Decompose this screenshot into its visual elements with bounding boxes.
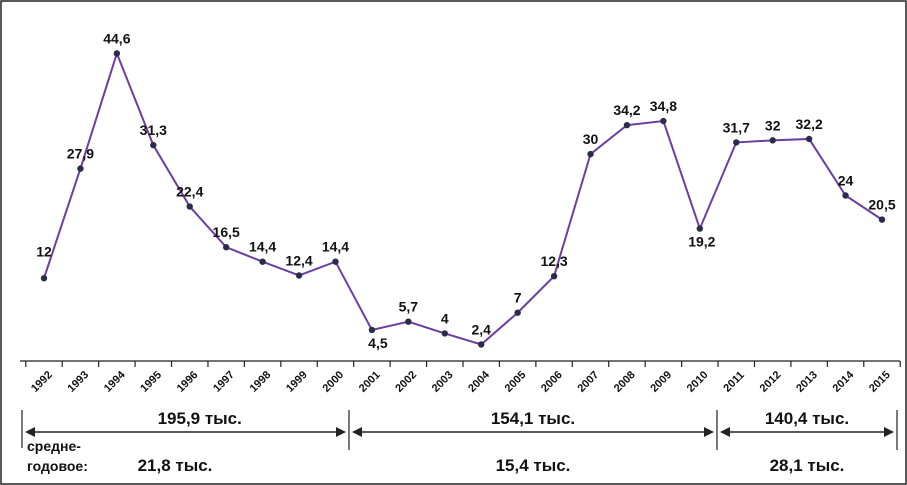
data-point: [259, 258, 266, 265]
arrowhead-right: [336, 427, 346, 437]
x-tick-label: 2007: [576, 369, 602, 395]
x-tick-label: 2011: [721, 369, 746, 394]
x-tick-label: 2000: [320, 369, 346, 395]
data-point: [842, 192, 849, 199]
data-point: [332, 258, 339, 265]
x-tick-label: 1994: [102, 368, 128, 394]
data-label: 2,4: [471, 321, 491, 337]
arrowhead-right: [704, 427, 714, 437]
data-point: [805, 135, 813, 143]
data-point: [295, 272, 303, 279]
x-tick-label: 2014: [831, 368, 857, 394]
x-tick-label: 2015: [867, 369, 893, 395]
data-points: [40, 50, 886, 348]
data-label: 14,4: [322, 239, 349, 255]
data-label: 12: [36, 243, 52, 259]
x-tick-label: 1997: [211, 369, 237, 395]
x-axis-ticks: [25, 361, 901, 367]
data-point: [368, 326, 376, 334]
data-point: [186, 203, 193, 210]
data-label: 4: [441, 310, 449, 326]
data-label: 24: [838, 173, 854, 189]
data-label: 31,3: [140, 122, 167, 138]
arrowhead-left: [720, 427, 730, 437]
data-labels: 12 27,9 44,6 31,3 22,4 16,5 14,4 12,4 14,4 4,5 5,7…: [36, 30, 896, 351]
data-label: 34,8: [650, 98, 677, 114]
x-tick-label: 1993: [65, 369, 91, 395]
data-label: 19,2: [688, 234, 715, 250]
data-label: 30: [583, 131, 599, 147]
data-label: 44,6: [103, 30, 130, 46]
data-label: 22,4: [176, 184, 203, 200]
data-point: [222, 244, 230, 251]
data-point: [696, 225, 704, 232]
period-average-label: 15,4 тыс.: [496, 456, 571, 475]
data-label: 7: [514, 290, 522, 306]
x-tick-label: 2012: [758, 369, 784, 395]
data-point: [478, 341, 485, 348]
data-point: [77, 165, 84, 172]
x-tick-label: 1996: [175, 369, 201, 395]
average-caption-line-1: средне-: [27, 438, 81, 454]
period-average-label: 21,8 тыс.: [138, 456, 213, 475]
data-label: 16,5: [213, 224, 240, 240]
data-label: 4,5: [368, 335, 388, 351]
data-label: 32,2: [796, 116, 823, 132]
x-tick-label: 1992: [29, 369, 55, 395]
arrowhead-left: [25, 427, 35, 437]
x-tick-label: 2008: [612, 369, 638, 395]
data-label: 12,3: [540, 253, 567, 269]
period-average-label: 28,1 тыс.: [770, 456, 845, 475]
period-total-label: 140,4 тыс.: [765, 409, 849, 428]
data-point: [587, 150, 594, 158]
data-point: [769, 137, 776, 144]
x-tick-label: 1998: [248, 369, 274, 395]
data-point: [623, 121, 631, 129]
x-tick-label: 2003: [430, 369, 456, 395]
x-tick-label: 1999: [284, 369, 310, 395]
data-point: [405, 318, 412, 325]
series-line: [43, 50, 883, 346]
x-tick-label: 2002: [393, 369, 419, 395]
period-total-label: 195,9 тыс.: [158, 409, 242, 428]
arrowhead-right: [884, 427, 894, 437]
data-label: 12,4: [285, 252, 312, 268]
data-point: [733, 139, 740, 146]
x-tick-label: 2009: [648, 369, 674, 395]
data-label: 31,7: [723, 119, 750, 135]
data-point: [514, 309, 521, 316]
data-point: [660, 117, 667, 125]
x-tick-label: 2006: [539, 369, 565, 395]
x-tick-label: 2013: [794, 369, 820, 395]
data-label: 27,9: [67, 146, 94, 162]
data-label: 20,5: [868, 197, 895, 213]
data-label: 5,7: [399, 299, 419, 315]
period-total-label: 154,1 тыс.: [491, 409, 575, 428]
period-annotations: 195,9 тыс. 21,8 тыс. 154,1 тыс. 15,4 тыс. 14…: [25, 409, 894, 475]
data-label: 34,2: [613, 102, 640, 118]
x-tick-label: 2010: [685, 369, 711, 395]
data-point: [40, 275, 48, 282]
x-tick-label: 1995: [138, 369, 164, 395]
data-point: [441, 330, 448, 337]
data-point: [113, 50, 121, 57]
average-caption-line-2: годовое:: [27, 458, 88, 474]
x-tick-label: 2001: [357, 369, 383, 395]
x-tick-label: 2004: [466, 368, 492, 394]
x-tick-labels: 1992 1993 1994 1995 1996 1997 1998 1999 2000 2001…: [29, 368, 893, 394]
data-point: [150, 141, 157, 149]
x-tick-label: 2005: [503, 369, 529, 395]
arrowhead-left: [352, 427, 362, 437]
data-point: [550, 272, 558, 280]
data-label: 14,4: [249, 239, 276, 255]
data-label: 32: [765, 117, 781, 133]
data-point: [878, 216, 886, 223]
